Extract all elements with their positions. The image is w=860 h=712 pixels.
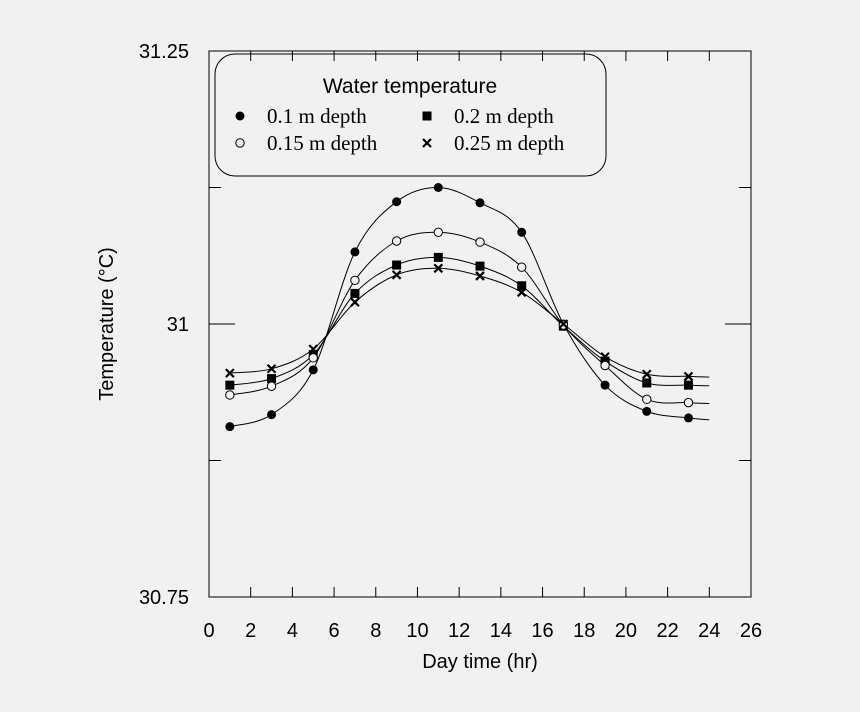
y-tick-label-1: 31 <box>167 314 189 336</box>
point-s0-2 <box>308 365 318 375</box>
point-s2-5 <box>433 227 444 237</box>
axis-ticks <box>208 50 752 598</box>
point-s1-0 <box>225 380 235 390</box>
series-line-0 <box>229 186 710 428</box>
point-s1-3 <box>350 288 360 298</box>
point-s0-0 <box>225 422 235 432</box>
point-s2-7 <box>516 262 527 272</box>
point-s2-4 <box>391 236 402 246</box>
point-s2-6 <box>475 237 485 247</box>
point-s2-2 <box>308 353 318 363</box>
point-s3-2 <box>308 344 319 354</box>
point-s3-1 <box>266 363 277 374</box>
legend-marker-0 <box>235 111 245 121</box>
legend-box <box>214 53 607 177</box>
x-tick-label-11: 22 <box>656 620 678 642</box>
legend-label-0: 0.1 m depth <box>267 104 367 128</box>
x-tick-label-2: 4 <box>287 620 298 642</box>
point-s0-10 <box>642 406 652 416</box>
series-line-2 <box>229 231 710 405</box>
point-s1-5 <box>433 252 443 262</box>
point-s3-3 <box>350 297 360 307</box>
point-s3-5 <box>433 263 444 274</box>
series-layer <box>225 183 710 432</box>
point-s3-0 <box>225 368 235 378</box>
x-tick-label-5: 10 <box>406 620 428 642</box>
point-s2-9 <box>600 360 610 371</box>
x-tick-label-1: 2 <box>245 620 256 642</box>
point-s2-10 <box>642 394 652 405</box>
x-tick-label-7: 14 <box>490 620 512 642</box>
point-s0-7 <box>517 227 527 237</box>
y-tick-labels: 30.75 31 31.25 <box>139 41 189 609</box>
legend-label-2: 0.15 m depth <box>267 131 378 155</box>
x-axis-label: Day time (hr) <box>422 651 538 673</box>
x-tick-label-9: 18 <box>573 620 595 642</box>
point-s2-1 <box>266 381 277 391</box>
point-s2-0 <box>225 390 235 400</box>
point-s0-11 <box>683 413 693 423</box>
x-tick-label-3: 6 <box>329 620 340 642</box>
y-tick-label-0: 30.75 <box>139 587 189 609</box>
point-s3-4 <box>391 270 402 280</box>
point-s1-1 <box>267 374 277 384</box>
point-s2-11 <box>683 397 694 408</box>
point-s3-9 <box>600 351 610 362</box>
legend: Water temperature 0.1 m depth 0.2 m depth… <box>214 53 607 177</box>
x-tick-label-12: 24 <box>698 620 720 642</box>
series-line-1 <box>229 256 710 387</box>
x-tick-label-10: 20 <box>615 620 637 642</box>
point-s1-6 <box>475 261 485 271</box>
point-s1-10 <box>642 378 652 388</box>
point-s3-10 <box>641 369 652 380</box>
point-s3-7 <box>516 287 527 298</box>
point-s1-11 <box>683 380 693 390</box>
series-line-3 <box>229 267 710 378</box>
point-s0-6 <box>475 198 485 208</box>
x-tick-label-13: 26 <box>740 620 762 642</box>
y-axis-label: Temperature (°C) <box>96 247 118 401</box>
point-s0-3 <box>350 247 360 257</box>
y-tick-label-2: 31.25 <box>139 41 189 63</box>
legend-title: Water temperature <box>323 75 497 98</box>
point-s3-6 <box>475 271 485 281</box>
x-tick-label-0: 0 <box>203 620 214 642</box>
legend-marker-2 <box>235 138 245 148</box>
x-tick-label-4: 8 <box>370 620 381 642</box>
point-s0-4 <box>392 197 402 207</box>
point-s0-5 <box>433 183 443 192</box>
point-s3-8 <box>558 319 569 329</box>
point-s0-1 <box>267 410 277 420</box>
point-s1-7 <box>517 281 527 291</box>
x-tick-label-8: 16 <box>531 620 553 642</box>
point-s3-11 <box>683 371 694 382</box>
legend-marker-3 <box>422 138 432 148</box>
x-tick-labels: 0 2 4 6 8 10 12 14 16 18 20 22 24 26 <box>203 620 762 642</box>
point-s0-9 <box>600 380 610 390</box>
point-s1-4 <box>392 260 402 270</box>
legend-label-1: 0.2 m depth <box>454 104 554 128</box>
point-s2-3 <box>350 275 360 286</box>
legend-marker-1 <box>422 111 432 121</box>
legend-entries: 0.1 m depth 0.2 m depth 0.15 m depth 0.25 m… <box>235 104 565 155</box>
x-tick-label-6: 12 <box>448 620 470 642</box>
legend-label-3: 0.25 m depth <box>454 131 565 155</box>
